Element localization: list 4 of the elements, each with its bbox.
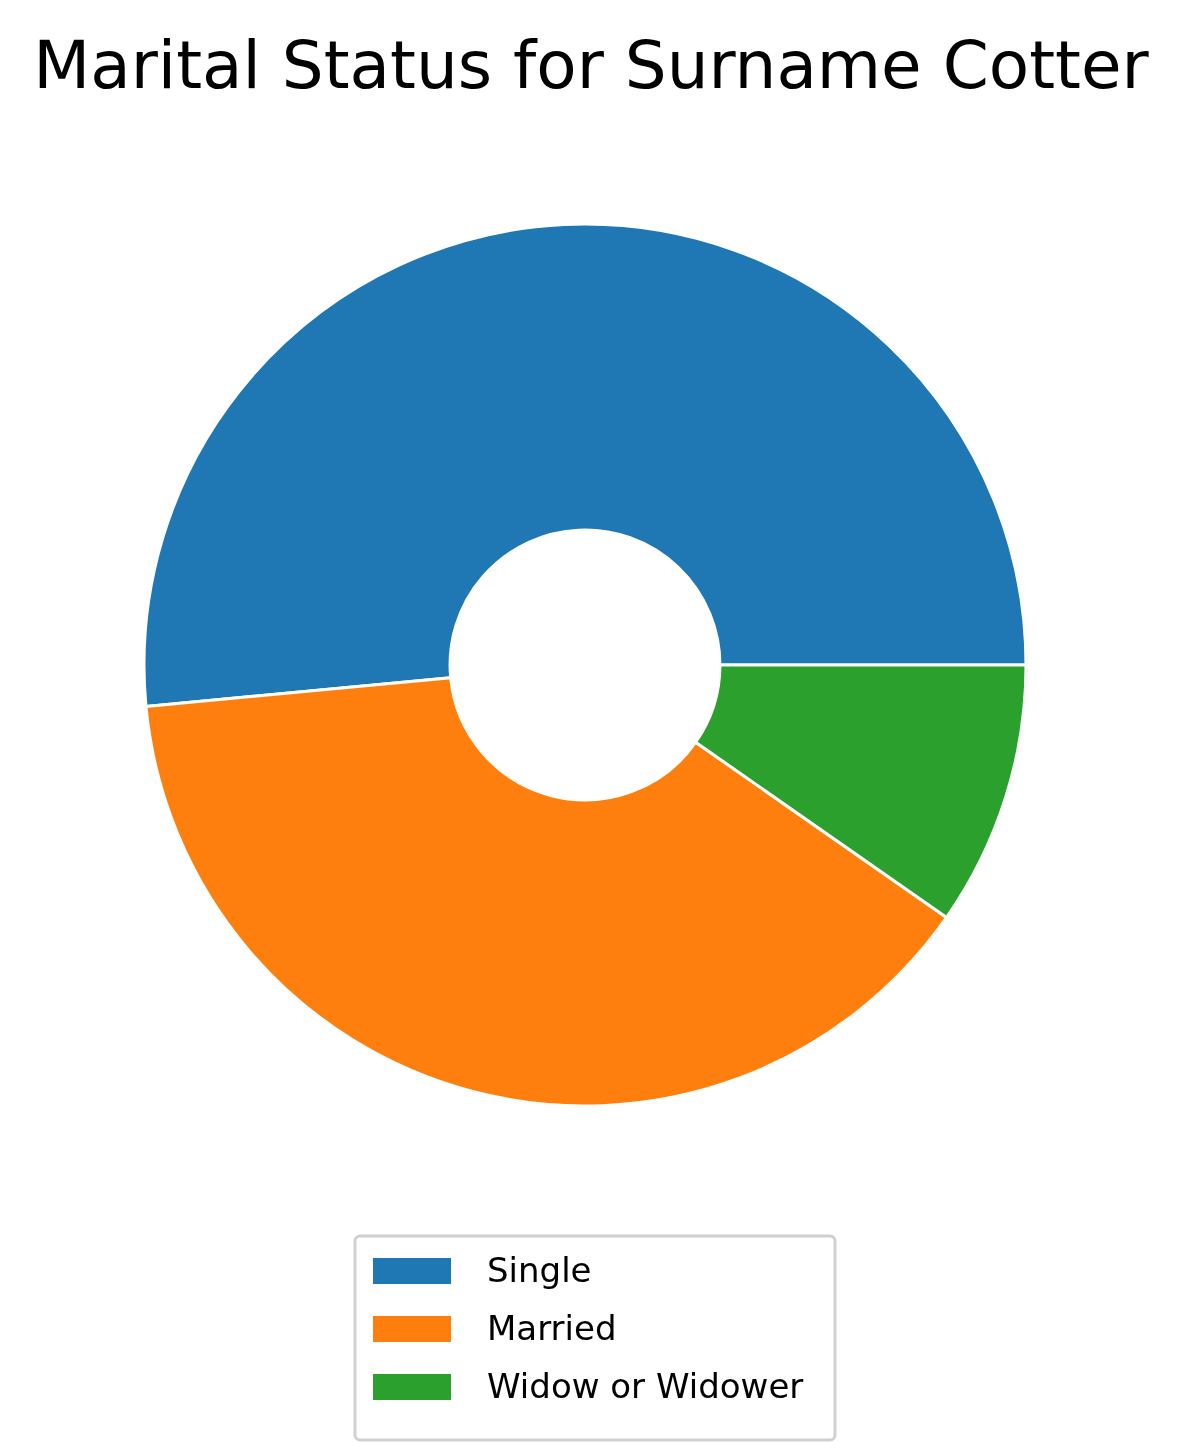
legend-label: Married bbox=[487, 1308, 617, 1348]
legend-label: Widow or Widower bbox=[487, 1366, 804, 1406]
legend-label: Single bbox=[487, 1250, 592, 1290]
chart-title: Marital Status for Surname Cotter bbox=[33, 27, 1150, 104]
